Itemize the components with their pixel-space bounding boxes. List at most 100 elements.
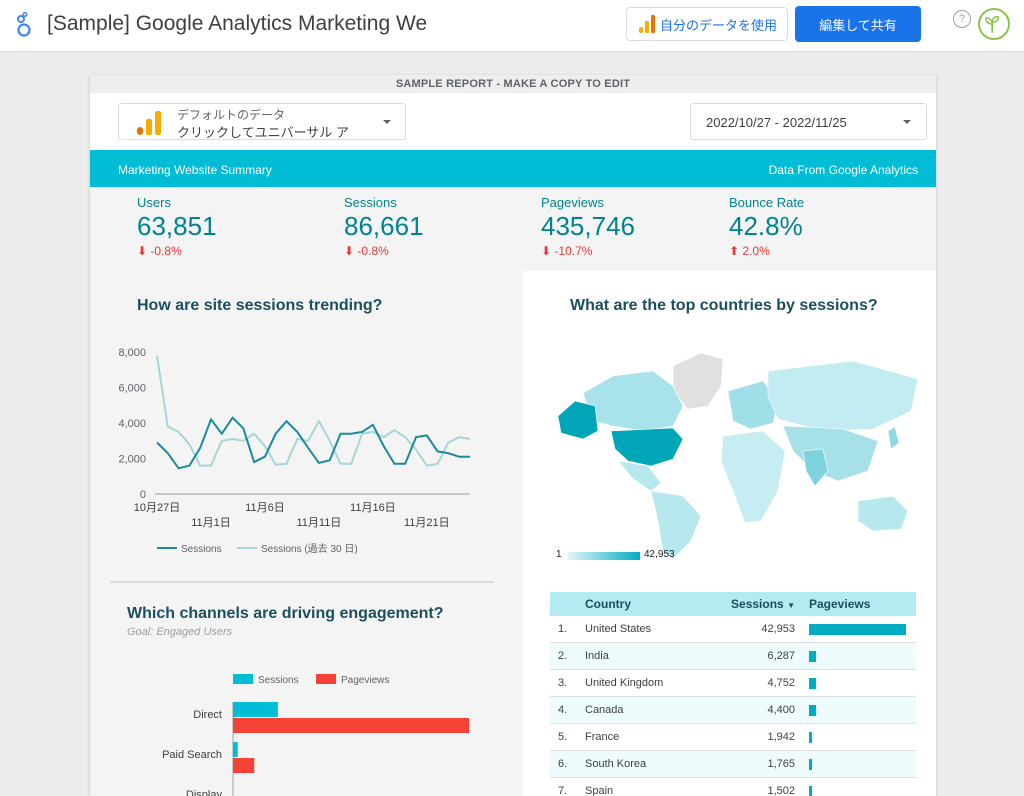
map-legend-gradient: [568, 552, 640, 560]
row-number: 3.: [558, 677, 568, 689]
country-name: United Kingdom: [585, 677, 664, 689]
sessions-column-header[interactable]: Sessions ▼: [731, 597, 795, 611]
series-line-sessions: [156, 416, 470, 470]
right-panel: What are the top countries by sessions?: [523, 271, 936, 796]
google-analytics-icon: [137, 111, 161, 135]
sprout-icon: [985, 16, 1000, 33]
x-tick-label: 11月11日: [296, 517, 341, 529]
sort-desc-icon: ▼: [787, 601, 795, 610]
x-tick-label: 11月21日: [404, 517, 450, 529]
kpi-label: Bounce Rate: [729, 195, 805, 210]
kpi-delta: ⬇ -0.8%: [344, 244, 389, 258]
map-legend-min: 1: [556, 549, 562, 560]
kpi-delta: ⬇ -0.8%: [137, 244, 182, 258]
table-row[interactable]: 2. India 6,287: [550, 643, 916, 670]
category-label: Paid Search: [162, 749, 222, 761]
sessions-value: 6,287: [767, 650, 795, 662]
sessions-value: 1,502: [767, 785, 795, 796]
legend-swatch: [316, 674, 336, 684]
kpi-users[interactable]: Users 63,851 ⬇ -0.8%: [137, 195, 217, 258]
row-number: 4.: [558, 704, 568, 716]
y-tick-label: 4,000: [118, 418, 146, 430]
kpi-row: Users 63,851 ⬇ -0.8% Sessions 86,661 ⬇ -…: [90, 187, 936, 271]
world-map[interactable]: [523, 331, 936, 561]
legend-label: Sessions: [258, 675, 299, 686]
legend-swatch: [233, 674, 253, 684]
trend-chart-title: How are site sessions trending?: [137, 297, 383, 314]
category-label: Direct: [193, 709, 222, 721]
looker-studio-logo-icon[interactable]: [14, 12, 34, 38]
x-tick-label: 11月6日: [245, 502, 285, 514]
data-source-selector[interactable]: デフォルトのデータ クリックしてユニバーサル ア: [118, 103, 406, 140]
help-icon[interactable]: ?: [953, 10, 971, 28]
pageviews-bar: [809, 785, 812, 796]
chevron-down-icon: [903, 120, 911, 124]
summary-title: Marketing Website Summary: [118, 163, 272, 177]
pageviews-cell: [795, 677, 916, 689]
pageviews-cell: [795, 650, 916, 662]
bar-pageviews: [233, 758, 255, 773]
channels-bar-chart[interactable]: Sessions Pageviews Direct Paid Search Displa…: [90, 636, 523, 796]
kpi-bounce-rate[interactable]: Bounce Rate 42.8% ⬆ 2.0%: [729, 195, 804, 258]
pageviews-bar: [809, 650, 816, 662]
table-row[interactable]: 7. Spain 1,502: [550, 778, 916, 796]
category-label: Display: [186, 789, 223, 796]
bar-pageviews: [233, 718, 469, 733]
date-range-selector[interactable]: 2022/10/27 - 2022/11/25: [690, 103, 927, 140]
data-source-hint: クリックしてユニバーサル ア: [177, 125, 349, 140]
arrow-down-icon: ⬇: [344, 244, 355, 258]
country-column-header[interactable]: Country: [585, 597, 631, 611]
kpi-pageviews[interactable]: Pageviews 435,746 ⬇ -10.7%: [541, 195, 635, 258]
pageviews-bar: [809, 731, 812, 743]
avatar[interactable]: [978, 8, 1010, 40]
legend-label: Sessions (過去 30 日): [261, 543, 358, 555]
kpi-value: 42.8%: [729, 211, 803, 241]
country-name: Canada: [585, 704, 624, 716]
arrow-down-icon: ⬇: [541, 244, 552, 258]
channels-chart-title: Which channels are driving engagement?: [127, 605, 444, 622]
kpi-label: Sessions: [344, 195, 397, 210]
sample-report-banner: SAMPLE REPORT - MAKE A COPY TO EDIT: [90, 75, 936, 93]
country-name: Spain: [585, 785, 614, 796]
kpi-label: Users: [137, 195, 171, 210]
arrow-up-icon: ⬆: [729, 244, 740, 258]
kpi-sessions[interactable]: Sessions 86,661 ⬇ -0.8%: [344, 195, 424, 258]
sessions-value: 1,765: [767, 758, 795, 770]
country-name: United States: [585, 623, 652, 635]
country-name: France: [585, 731, 620, 743]
row-number: 6.: [558, 758, 568, 770]
row-number: 7.: [558, 785, 568, 796]
kpi-delta: ⬆ 2.0%: [729, 244, 770, 258]
pageviews-bar: [809, 677, 816, 689]
chevron-down-icon: [383, 120, 391, 124]
table-row[interactable]: 1. United States 42,953: [550, 616, 916, 643]
country-name: India: [585, 650, 609, 662]
sessions-value: 4,752: [767, 677, 795, 689]
use-own-data-label: 自分のデータを使用: [660, 17, 778, 33]
edit-and-share-button[interactable]: 編集して共有: [795, 6, 921, 42]
kpi-label: Pageviews: [541, 195, 604, 210]
section-divider: [110, 581, 494, 583]
pageviews-cell: [795, 758, 916, 770]
table-row[interactable]: 3. United Kingdom 4,752: [550, 670, 916, 697]
pageviews-bar: [809, 704, 816, 716]
use-own-data-button[interactable]: 自分のデータを使用: [626, 7, 788, 41]
map-title: What are the top countries by sessions?: [570, 297, 878, 314]
pageviews-column-header[interactable]: Pageviews: [809, 597, 871, 611]
pageviews-bar: [809, 758, 812, 770]
pageviews-bar: [809, 623, 906, 635]
analytics-icon: [639, 15, 655, 33]
table-row[interactable]: 4. Canada 4,400: [550, 697, 916, 724]
series-line-sessions-previous: [156, 355, 471, 467]
report-canvas: SAMPLE REPORT - MAKE A COPY TO EDIT デフォル…: [90, 75, 936, 796]
bar-sessions: [233, 742, 238, 757]
country-name: South Korea: [585, 758, 647, 770]
table-row[interactable]: 5. France 1,942: [550, 724, 916, 751]
report-title[interactable]: [Sample] Google Analytics Marketing We: [47, 12, 428, 35]
map-legend: 1 42,953: [556, 549, 716, 563]
table-row[interactable]: 6. South Korea 1,765: [550, 751, 916, 778]
countries-table: Country Sessions ▼ Pageviews 1. United St…: [550, 592, 916, 796]
map-legend-max: 42,953: [644, 549, 675, 560]
summary-header-bar: Marketing Website Summary Data From Goog…: [90, 150, 936, 187]
